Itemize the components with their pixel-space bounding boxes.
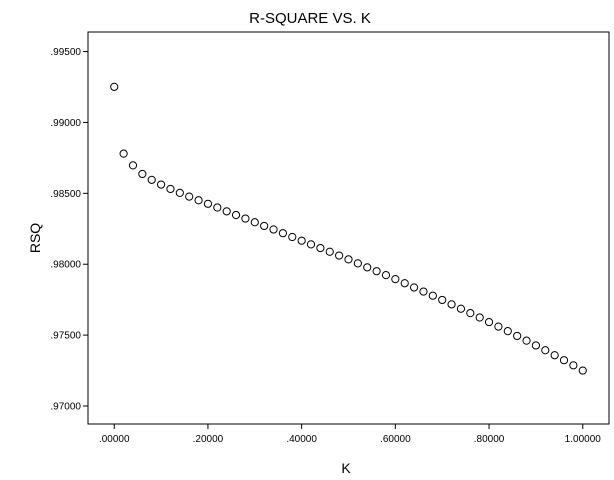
data-point: [128, 161, 138, 170]
x-tick-label: .40000: [286, 434, 317, 445]
y-tick-label: .99000: [50, 118, 81, 129]
y-tick-label: .98000: [50, 260, 81, 271]
data-points: [110, 82, 587, 375]
data-point: [203, 199, 213, 208]
data-point: [110, 82, 119, 91]
data-point: [428, 291, 437, 300]
data-point: [456, 304, 466, 313]
data-point: [559, 356, 569, 365]
data-point: [241, 214, 250, 223]
data-point: [166, 184, 175, 194]
x-tick-label: .60000: [380, 434, 411, 445]
data-point: [541, 346, 550, 355]
data-point: [438, 295, 447, 305]
data-point: [522, 336, 531, 345]
data-point: [353, 259, 362, 268]
chart-title: R-SQUARE VS. K: [249, 10, 371, 27]
data-point: [475, 313, 484, 322]
x-tick-label: 1.00000: [565, 434, 602, 445]
data-point: [466, 309, 475, 318]
y-tick-label: .99500: [50, 47, 81, 58]
x-tick-label: .80000: [474, 434, 505, 445]
data-point: [306, 240, 316, 249]
y-axis-ticks: .97000 .97500 .98000 .98500 .99000 .99500: [50, 47, 88, 412]
data-point: [531, 341, 541, 350]
x-axis-ticks: .00000 .20000 .40000 .60000 .80000 1.00000: [99, 424, 601, 445]
data-point: [513, 331, 522, 341]
data-point: [344, 255, 353, 264]
plot-area: [87, 31, 610, 425]
data-point: [409, 283, 419, 292]
y-tick-label: .97000: [50, 401, 81, 412]
data-point: [278, 229, 288, 238]
x-tick-label: .00000: [99, 434, 130, 445]
data-point: [569, 361, 578, 370]
data-point: [503, 327, 512, 336]
data-point: [335, 251, 344, 260]
data-point: [213, 203, 222, 212]
data-point: [250, 218, 259, 227]
data-point: [372, 267, 381, 276]
data-point: [231, 210, 241, 220]
data-point: [316, 243, 325, 253]
data-point: [325, 247, 334, 256]
data-point: [494, 322, 503, 331]
data-point: [119, 149, 128, 158]
data-point: [185, 192, 194, 201]
data-point: [156, 180, 166, 189]
y-axis-label: RSQ: [27, 223, 43, 253]
x-tick-label: .20000: [193, 434, 224, 445]
data-point: [269, 225, 278, 234]
data-point: [175, 188, 184, 198]
data-point: [484, 317, 494, 327]
data-point: [194, 196, 203, 205]
y-tick-label: .98500: [50, 189, 81, 200]
x-axis-label: K: [341, 460, 351, 476]
data-point: [391, 275, 400, 284]
data-point: [147, 175, 156, 184]
data-point: [381, 271, 391, 280]
data-point: [578, 366, 587, 375]
data-point: [400, 279, 409, 288]
data-point: [363, 263, 372, 272]
data-point: [138, 169, 147, 179]
data-point: [222, 207, 231, 216]
data-point: [550, 351, 559, 360]
data-point: [297, 236, 306, 245]
data-point: [260, 221, 269, 231]
data-point: [288, 232, 297, 242]
y-tick-label: .97500: [50, 331, 81, 342]
data-point: [419, 287, 428, 296]
data-point: [447, 300, 456, 309]
